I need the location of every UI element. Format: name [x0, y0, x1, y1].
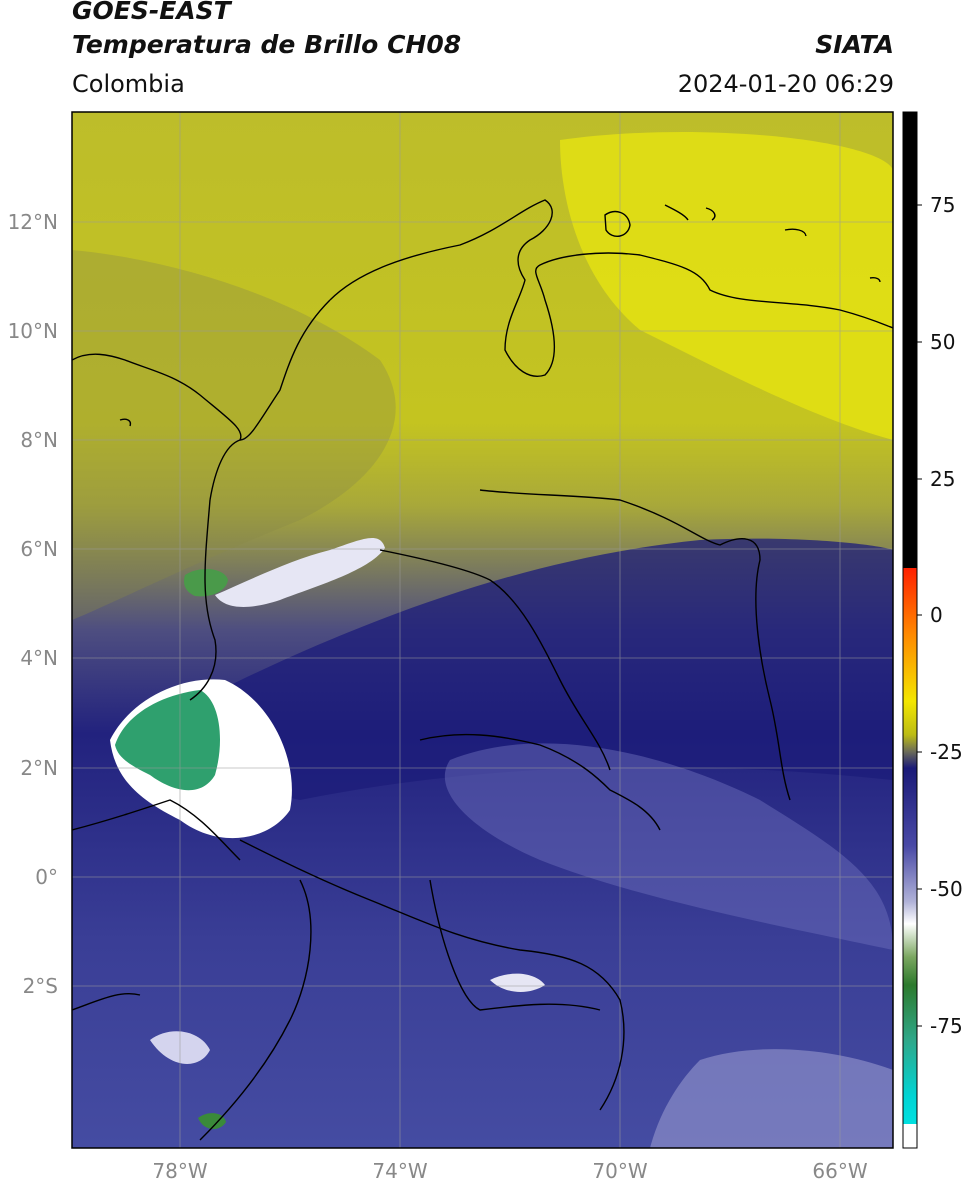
storm-cell-sw: [198, 1113, 226, 1130]
storm-cell-south: [490, 973, 545, 992]
timestamp-label: 2024-01-20 06:29: [677, 70, 894, 98]
storm-cell-north: [184, 568, 228, 597]
colorbar-white-segment: [903, 1124, 917, 1148]
colorbar-tick-label: -50: [930, 877, 963, 901]
lat-label: 4°N: [20, 646, 58, 670]
region-label: Colombia: [72, 70, 185, 98]
colorbar-gradient: [903, 568, 917, 1124]
longitude-labels: 78°W 74°W 70°W 66°W: [152, 1159, 867, 1183]
lat-label: 12°N: [8, 210, 58, 234]
product-line: GOES-EAST: [72, 0, 231, 25]
lon-label: 66°W: [812, 1159, 867, 1183]
product-title: Temperatura de Brillo CH08: [72, 30, 462, 59]
colorbar-frame: [902, 111, 918, 1149]
cold-cloud-band: [200, 538, 893, 800]
latitude-labels: 12°N 10°N 8°N 6°N 4°N 2°N 0° 2°S: [8, 210, 58, 998]
colorbar-tick-label: -75: [930, 1014, 963, 1038]
lat-label: 10°N: [8, 319, 58, 343]
colorbar: 75 50 25 0 -25 -50 -75: [902, 111, 963, 1149]
lon-label: 74°W: [372, 1159, 427, 1183]
lat-label: 2°N: [20, 756, 58, 780]
lat-label: 6°N: [20, 537, 58, 561]
light-cloud-patch-se: [650, 1049, 893, 1148]
islands: [119, 204, 881, 427]
colorbar-tick-label: 25: [930, 467, 955, 491]
lat-label: 8°N: [20, 428, 58, 452]
warm-region: [560, 131, 893, 440]
lon-label: 70°W: [592, 1159, 647, 1183]
coastline-borders: [72, 199, 893, 1141]
lat-label: 2°S: [23, 974, 58, 998]
colorbar-tick-label: -25: [930, 740, 963, 764]
map-frame: [71, 111, 894, 1149]
colorbar-tick-label: 0: [930, 603, 943, 627]
brand-label: SIATA: [815, 30, 894, 59]
lat-label: 0°: [35, 865, 58, 889]
light-cloud-patch: [444, 743, 893, 950]
colorbar-black-segment: [903, 112, 917, 568]
lon-label: 78°W: [152, 1159, 207, 1183]
cold-storm-core: [115, 690, 220, 791]
graticule: [72, 112, 893, 1148]
storm-cell-band: [215, 538, 385, 607]
olive-cloud-area: [72, 250, 396, 620]
colorbar-tick-label: 50: [930, 330, 955, 354]
colorbar-tick-label: 75: [930, 193, 955, 217]
